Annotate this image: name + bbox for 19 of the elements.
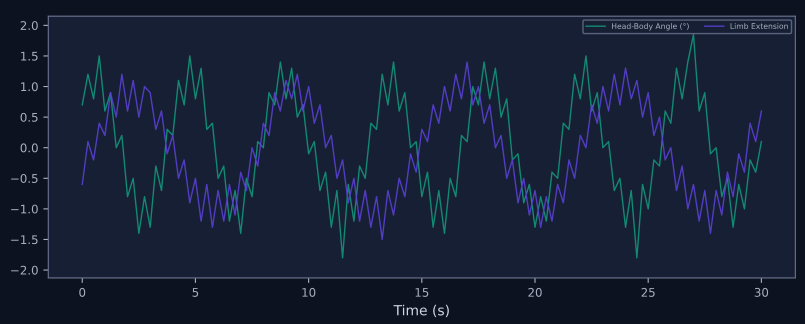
y-tick-label: −1.5 [11,235,38,244]
x-axis-title: Time (s) [394,304,449,318]
y-tick-label: 0.5 [20,112,38,122]
y-tick-label: −2.0 [11,266,38,275]
x-tick-label: 25 [642,288,655,297]
line-series [82,61,762,240]
y-tick-label: −0.5 [11,174,38,183]
x-tick-label: 20 [528,288,542,297]
line-series [82,34,762,258]
y-tick-label: 2.0 [20,21,38,30]
x-tick-label: 15 [416,288,428,297]
y-tick-label: 1.5 [21,52,38,61]
x-tick-label: 5 [192,288,198,297]
y-tick-label: 0.0 [20,143,38,152]
x-tick-label: 10 [302,288,316,297]
x-tick-label: 30 [754,288,768,297]
x-tick-label: 0 [79,288,86,297]
y-tick-label: −1.0 [11,204,38,214]
y-tick-label: 1.0 [21,82,38,92]
